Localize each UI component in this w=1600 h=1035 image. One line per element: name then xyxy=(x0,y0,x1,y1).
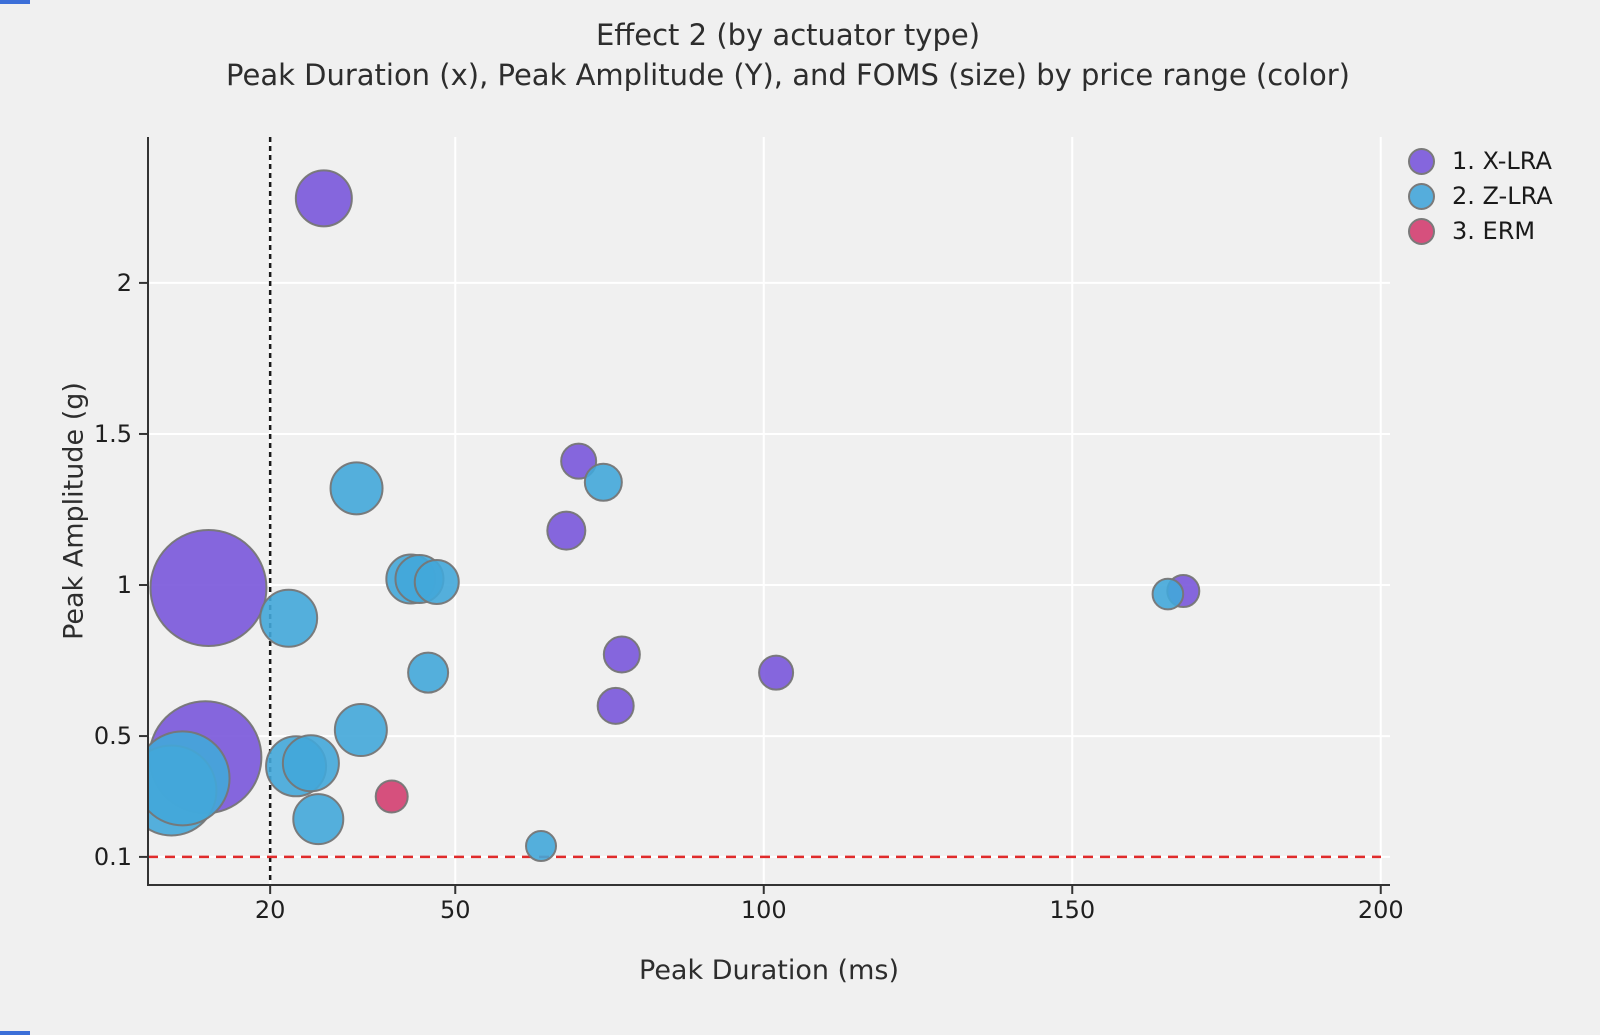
bubble-x-lra[interactable] xyxy=(596,686,635,725)
bubble-x-lra[interactable] xyxy=(758,654,795,691)
legend: 1. X-LRA 2. Z-LRA 3. ERM xyxy=(1408,147,1553,245)
x-tick-label: 20 xyxy=(255,896,286,924)
legend-item-erm[interactable]: 3. ERM xyxy=(1408,217,1553,245)
bubble-z-lra[interactable] xyxy=(329,461,384,516)
legend-item-x-lra[interactable]: 1. X-LRA xyxy=(1408,147,1553,175)
legend-swatch-x-lra xyxy=(1408,147,1435,175)
bubble-z-lra[interactable] xyxy=(525,830,558,863)
page-title: Effect 2 (by actuator type) xyxy=(595,18,981,52)
y-axis-title: Peak Amplitude (g) xyxy=(58,382,90,640)
bubble-z-lra[interactable] xyxy=(333,703,388,758)
bubble-z-lra[interactable] xyxy=(136,730,231,827)
screen-edge-artifact-bottom xyxy=(0,1031,30,1035)
bubble-x-lra[interactable] xyxy=(602,635,641,674)
bubble-z-lra[interactable] xyxy=(583,462,623,502)
legend-label-x-lra: 1. X-LRA xyxy=(1452,147,1552,175)
bubble-z-lra[interactable] xyxy=(1151,577,1185,611)
legend-swatch-z-lra xyxy=(1408,182,1435,210)
x-tick-label: 150 xyxy=(1049,896,1095,924)
legend-swatch-erm xyxy=(1408,217,1435,245)
bubble-z-lra[interactable] xyxy=(407,651,450,694)
bubble-x-lra[interactable] xyxy=(294,169,353,228)
bubble-z-lra[interactable] xyxy=(259,588,319,648)
bubble-x-lra[interactable] xyxy=(149,529,268,648)
bubble-erm[interactable] xyxy=(374,779,409,814)
y-tick-label: 0.5 xyxy=(94,722,132,750)
bubble-z-lra[interactable] xyxy=(413,558,460,605)
legend-label-erm: 3. ERM xyxy=(1452,217,1536,245)
y-tick-label: 2 xyxy=(117,269,132,297)
bubble-z-lra[interactable] xyxy=(281,734,340,793)
x-tick-label: 200 xyxy=(1358,896,1404,924)
bubble-x-lra[interactable] xyxy=(560,442,598,480)
bubble-x-lra[interactable] xyxy=(546,510,587,551)
legend-item-z-lra[interactable]: 2. Z-LRA xyxy=(1408,182,1553,210)
page-subtitle: Peak Duration (x), Peak Amplitude (Y), a… xyxy=(226,58,1350,92)
bubble-z-lra[interactable] xyxy=(292,793,345,846)
x-axis-title: Peak Duration (ms) xyxy=(639,955,899,986)
y-tick-label: 1.5 xyxy=(94,420,132,448)
y-tick-label: 1 xyxy=(117,571,132,599)
x-tick-label: 100 xyxy=(741,896,787,924)
x-tick-label: 50 xyxy=(440,896,471,924)
y-tick-label: 0.1 xyxy=(94,843,132,871)
plot-area xyxy=(136,169,1201,863)
screen-edge-artifact-top xyxy=(0,0,30,4)
legend-label-z-lra: 2. Z-LRA xyxy=(1452,182,1553,210)
